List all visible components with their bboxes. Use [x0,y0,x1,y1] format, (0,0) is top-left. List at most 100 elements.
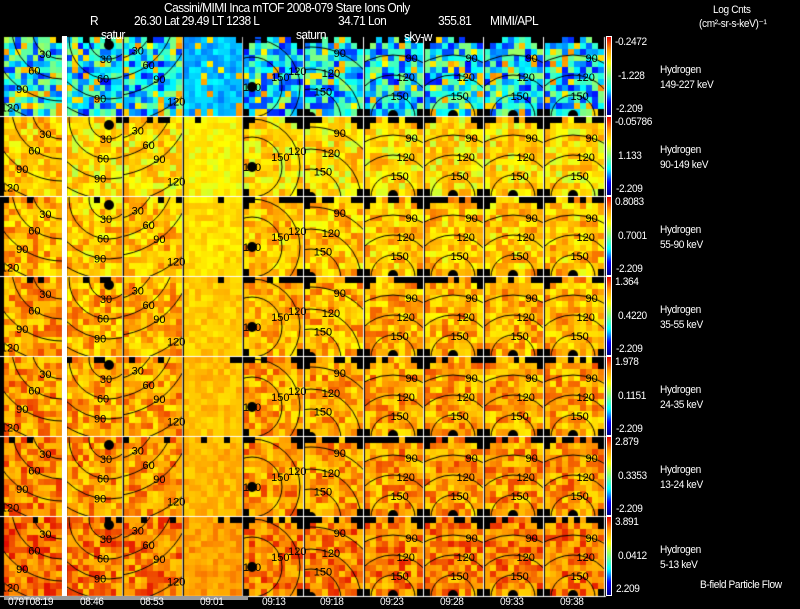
contour-label: 60 [97,74,109,86]
contour-label: 120 [322,68,340,80]
colorbar [606,116,612,196]
contour-label: 120 [456,312,474,324]
species-label: Hydrogen [660,464,701,476]
image-panel [67,517,122,596]
contour-label: 90 [526,453,538,465]
contour-label: 90 [586,213,598,225]
contour-label: 150 [510,91,528,103]
time-label: 079T08:19 [8,596,54,608]
contour-label: 120 [167,577,185,589]
contour-label: 120 [396,472,414,484]
species-label: Hydrogen [660,64,701,76]
contour-label: 90 [94,493,106,505]
image-panel [545,277,604,356]
lon-label: 34.71 Lon [338,13,387,28]
contour-label: 30 [39,129,51,141]
lon-value: 355.81 [438,13,472,28]
image-panel [244,357,303,436]
contour-label: 120 [1,182,19,194]
contour-label: 120 [456,72,474,84]
contour-label: 30 [132,285,144,297]
colorbar-max: 2.879 [615,436,639,448]
contour-label: 120 [1,582,19,594]
contour-label: 30 [39,529,51,541]
image-panel [425,357,483,436]
contour-label: 30 [132,125,144,137]
colorbar-mid: 0.4220 [618,310,647,322]
image-panel [124,37,182,116]
contour-label: 30 [39,209,51,221]
contour-label: 180 [243,562,261,574]
contour-label: 150 [314,86,332,98]
contour-label: 120 [167,497,185,509]
contour-label: 60 [28,66,40,78]
image-panel [545,517,604,596]
species-label: Hydrogen [660,304,701,316]
image-panel [485,357,543,436]
colorbar-mid: 0.0412 [618,550,647,562]
contour-label: 30 [100,54,112,66]
image-panel [365,437,423,516]
contour-label: 60 [28,546,40,558]
contour-label: 150 [450,251,468,263]
image-panel [305,517,363,596]
image-panel [67,357,122,436]
contour-label: 90 [94,573,106,585]
contour-label: 180 [243,402,261,414]
contour-label: 30 [132,445,144,457]
image-panel [365,357,423,436]
image-panel [67,37,122,116]
colorbar-max: -0.05786 [615,116,653,128]
energy-label: 5-13 keV [660,559,698,571]
contour-label: 30 [39,369,51,381]
contour-label: 90 [153,74,165,86]
contour-label: 150 [510,571,528,583]
image-panel [365,117,423,196]
image-panel [67,437,122,516]
image-panel [485,197,543,276]
contour-label: 150 [390,331,408,343]
contour-label: 60 [28,466,40,478]
contour-label: 30 [39,49,51,61]
image-panel [184,437,242,516]
energy-label: 13-24 keV [660,479,703,491]
contour-label: 90 [334,128,346,140]
contour-label: 90 [16,404,28,416]
colorbar-min: -2.209 [616,103,643,115]
contour-label: 150 [390,251,408,263]
image-panel [184,357,242,436]
sky-marker-label: sky-w [404,29,432,44]
colorbar-max: -0.2472 [615,36,647,48]
contour-label: 90 [466,53,478,65]
contour-label: 150 [570,171,588,183]
colorbar-min: -2.209 [616,263,643,275]
contour-label: 90 [406,213,418,225]
contour-label: 60 [97,474,109,486]
contour-label: 120 [576,72,594,84]
legend-note: B-field Particle Flow [700,579,782,591]
contour-label: 120 [576,472,594,484]
contour-label: 90 [526,53,538,65]
contour-label: 90 [334,208,346,220]
image-panel [425,117,483,196]
contour-label: 150 [271,312,289,324]
contour-label: 90 [586,453,598,465]
contour-label: 90 [334,368,346,380]
contour-label: 150 [390,571,408,583]
time-label: 09:18 [320,596,344,608]
contour-label: 120 [167,257,185,269]
contour-label: 180 [243,242,261,254]
contour-label: 150 [510,411,528,423]
contour-label: 120 [1,102,19,114]
image-panel [124,117,182,196]
contour-label: 120 [322,228,340,240]
contour-label: 60 [97,234,109,246]
contour-label: 90 [526,533,538,545]
contour-label: 150 [570,251,588,263]
contour-label: 90 [94,253,106,265]
credit-label: MIMI/APL [490,13,539,28]
contour-label: 120 [396,552,414,564]
colorbar-max: 1.978 [615,356,639,368]
image-panel [67,117,122,196]
contour-label: 90 [153,394,165,406]
